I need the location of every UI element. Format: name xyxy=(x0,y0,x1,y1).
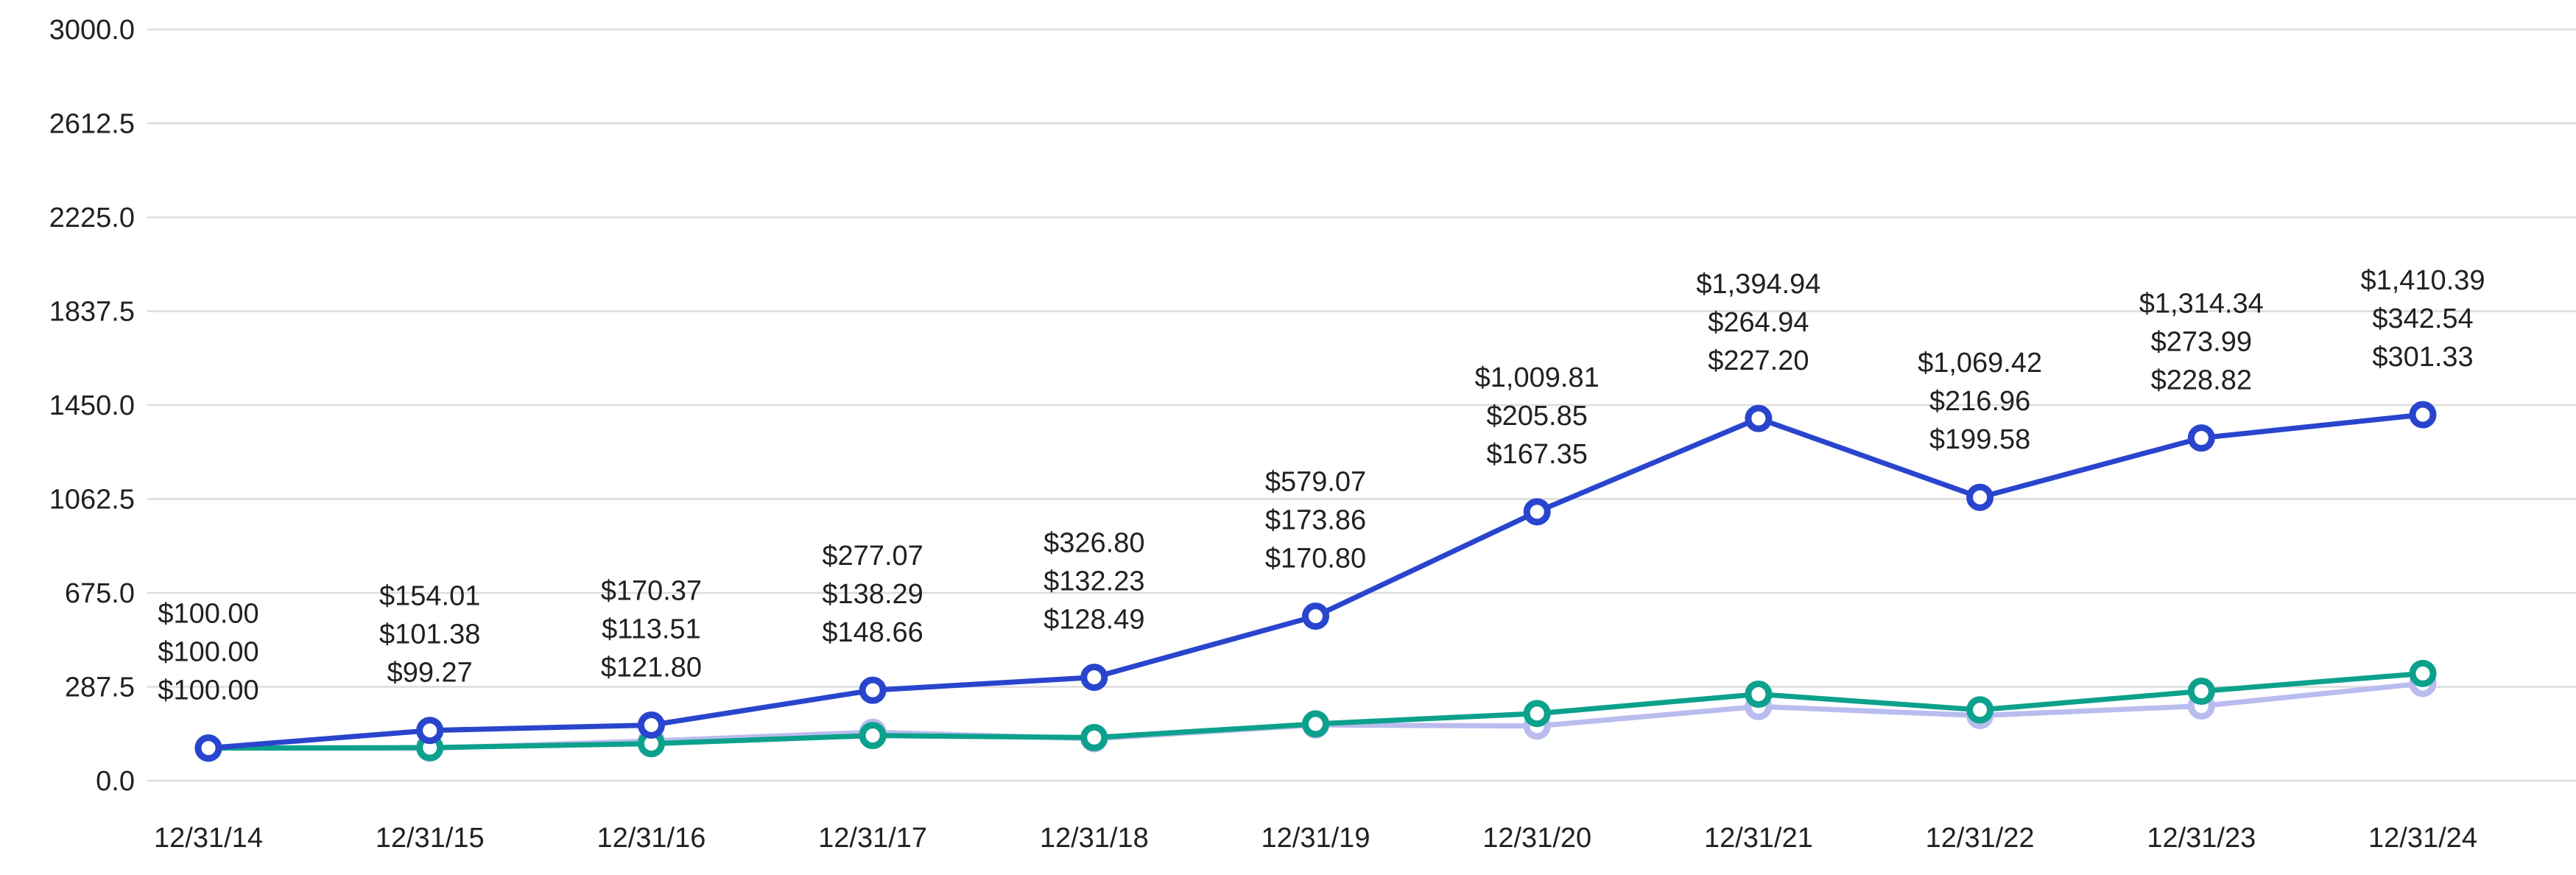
point-value-label: $1,069.42 xyxy=(1918,348,2042,379)
point-value-label: $1,009.81 xyxy=(1475,362,1600,393)
x-axis-label: 12/31/19 xyxy=(1261,823,1370,854)
x-axis-label: 12/31/20 xyxy=(1482,823,1591,854)
point-value-label: $100.00 xyxy=(158,675,258,706)
series-1-marker xyxy=(2187,424,2215,452)
y-axis-tick-label: 675.0 xyxy=(65,578,135,609)
point-value-label: $216.96 xyxy=(1929,386,2030,417)
series-1-marker xyxy=(194,734,222,762)
series-2-marker xyxy=(1745,681,1773,709)
y-axis-tick-label: 0.0 xyxy=(96,766,135,797)
point-value-label: $101.38 xyxy=(379,619,480,650)
point-value-label: $277.07 xyxy=(822,541,923,572)
point-value-label: $167.35 xyxy=(1487,439,1588,470)
series-2-marker xyxy=(859,722,887,750)
point-value-label: $342.54 xyxy=(2372,303,2473,334)
point-value-label: $113.51 xyxy=(602,614,701,644)
y-axis-tick-label: 2612.5 xyxy=(49,109,135,140)
x-axis-label: 12/31/23 xyxy=(2147,823,2256,854)
y-axis-tick-label: 287.5 xyxy=(65,672,135,703)
series-1-marker xyxy=(859,676,887,704)
series-1-marker xyxy=(1302,602,1329,630)
point-value-label: $100.00 xyxy=(158,637,258,668)
series-1-marker xyxy=(2409,401,2437,429)
series-2-marker xyxy=(1080,723,1108,751)
series-2-marker xyxy=(1966,696,1994,724)
series-1-marker xyxy=(1966,483,1994,511)
y-axis-tick-label: 2225.0 xyxy=(49,203,135,233)
point-value-label: $273.99 xyxy=(2151,327,2252,358)
point-value-label: $264.94 xyxy=(1708,307,1809,338)
series-1-marker xyxy=(1523,498,1551,526)
y-axis-tick-label: 3000.0 xyxy=(49,15,135,46)
point-value-label: $326.80 xyxy=(1044,528,1144,559)
series-2-marker xyxy=(2409,659,2437,687)
point-value-label: $132.23 xyxy=(1044,566,1144,597)
x-axis-label: 12/31/15 xyxy=(376,823,485,854)
point-value-label: $227.20 xyxy=(1708,345,1809,376)
point-value-label: $228.82 xyxy=(2151,365,2252,396)
series-1-marker xyxy=(637,711,665,739)
x-axis-label: 12/31/21 xyxy=(1704,823,1813,854)
point-value-label: $99.27 xyxy=(387,658,473,689)
y-axis-tick-label: 1450.0 xyxy=(49,390,135,421)
point-value-label: $1,410.39 xyxy=(2360,265,2485,296)
x-axis-label: 12/31/18 xyxy=(1040,823,1149,854)
point-value-label: $205.85 xyxy=(1487,401,1588,432)
x-axis-label: 12/31/16 xyxy=(597,823,705,854)
series-1-marker xyxy=(1080,664,1108,692)
x-axis-label: 12/31/14 xyxy=(154,823,263,854)
point-value-label: $1,394.94 xyxy=(1696,269,1820,300)
y-axis-tick-label: 1062.5 xyxy=(49,485,135,516)
point-value-label: $100.00 xyxy=(158,599,258,630)
point-value-label: $173.86 xyxy=(1265,505,1366,536)
point-value-label: $1,314.34 xyxy=(2139,289,2264,320)
x-axis-label: 12/31/17 xyxy=(818,823,927,854)
series-2-marker xyxy=(2187,677,2215,705)
point-value-label: $301.33 xyxy=(2372,342,2473,373)
series-1-marker xyxy=(416,717,444,745)
point-value-label: $170.80 xyxy=(1265,544,1366,574)
point-value-label: $121.80 xyxy=(601,652,702,683)
point-value-label: $138.29 xyxy=(822,579,923,610)
point-value-label: $148.66 xyxy=(822,617,923,648)
y-axis-tick-label: 1837.5 xyxy=(49,297,135,328)
point-value-label: $199.58 xyxy=(1929,424,2030,455)
x-axis-label: 12/31/22 xyxy=(1926,823,2035,854)
series-1-marker xyxy=(1745,404,1773,432)
x-axis-label: 12/31/24 xyxy=(2368,823,2477,854)
series-2-marker xyxy=(1302,710,1329,738)
series-2-marker xyxy=(1523,700,1551,728)
point-value-label: $579.07 xyxy=(1265,467,1366,498)
point-value-label: $154.01 xyxy=(379,581,480,612)
point-value-label: $170.37 xyxy=(601,575,702,606)
point-value-label: $128.49 xyxy=(1044,605,1144,636)
